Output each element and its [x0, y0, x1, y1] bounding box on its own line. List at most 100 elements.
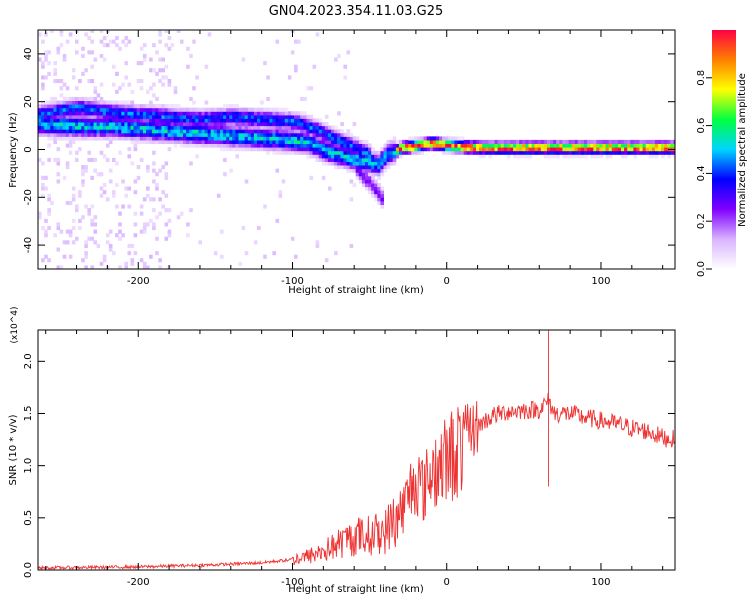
heatmap-cell	[213, 143, 218, 148]
heatmap-cell	[556, 139, 560, 144]
heatmap-cell	[324, 147, 329, 152]
heatmap-cell	[287, 111, 292, 116]
heatmap-cell	[130, 104, 135, 109]
heatmap-cell	[358, 150, 363, 155]
heatmap-cell	[56, 100, 61, 105]
heatmap-cell	[124, 129, 128, 134]
heatmap-cell	[315, 129, 320, 134]
heatmap-cell	[75, 104, 79, 109]
heatmap-cell	[389, 150, 394, 155]
heatmap-cell	[68, 32, 73, 37]
heatmap-cell	[405, 143, 409, 148]
heatmap-cell	[306, 136, 310, 141]
heatmap-cell	[139, 204, 144, 209]
heatmap-cell	[383, 165, 388, 170]
heatmap-cell	[522, 147, 526, 152]
snr-line	[38, 392, 675, 570]
heatmap-cell	[451, 139, 455, 144]
heatmap-cell	[309, 132, 314, 137]
heatmap-cell	[599, 143, 603, 148]
heatmap-cell	[210, 125, 215, 130]
heatmap-cell	[241, 129, 246, 134]
heatmap-cell	[503, 143, 508, 148]
heatmap-cell	[346, 136, 351, 141]
heatmap-cell	[164, 139, 169, 144]
heatmap-cell	[223, 172, 227, 177]
heatmap-cell	[71, 218, 76, 223]
heatmap-cell	[241, 139, 246, 144]
heatmap-cell	[124, 107, 128, 112]
heatmap-cell	[383, 157, 388, 162]
heatmap-cell	[102, 129, 107, 134]
heatmap-cell	[266, 75, 270, 80]
heatmap-cell	[392, 157, 397, 162]
x-tick-label: 0	[444, 577, 450, 588]
heatmap-cell	[346, 147, 351, 152]
heatmap-cell	[395, 143, 400, 148]
heatmap-cell	[580, 150, 585, 155]
heatmap-cell	[352, 150, 357, 155]
heatmap-cell	[112, 111, 116, 116]
heatmap-cell	[118, 86, 122, 91]
heatmap-cell	[78, 132, 82, 137]
heatmap-cell	[47, 143, 51, 148]
heatmap-cell	[152, 118, 156, 123]
heatmap-cell	[593, 147, 597, 152]
heatmap-cell	[192, 139, 196, 144]
heatmap-cell	[466, 150, 471, 155]
heatmap-cell	[331, 125, 335, 130]
heatmap-cell	[294, 147, 298, 152]
heatmap-cell	[352, 136, 357, 141]
heatmap-cell	[62, 129, 67, 134]
heatmap-cell	[284, 107, 289, 112]
heatmap-cell	[53, 100, 57, 105]
heatmap-cell	[220, 147, 224, 152]
heatmap-cell	[621, 154, 625, 159]
heatmap-cell	[102, 36, 107, 41]
heatmap-cell	[90, 50, 94, 55]
heatmap-cell	[312, 136, 317, 141]
heatmap-cell	[108, 247, 113, 252]
heatmap-cell	[152, 150, 156, 155]
heatmap-cell	[312, 154, 317, 159]
heatmap-cell	[596, 139, 600, 144]
heatmap-cell	[380, 172, 384, 177]
heatmap-cell	[238, 261, 243, 266]
heatmap-cell	[207, 136, 212, 141]
heatmap-cell	[130, 122, 135, 127]
heatmap-cell	[198, 118, 202, 123]
heatmap-cell	[71, 104, 76, 109]
heatmap-cell	[593, 139, 597, 144]
heatmap-cell	[550, 154, 554, 159]
heatmap-cell	[146, 139, 150, 144]
heatmap-cell	[167, 147, 172, 152]
heatmap-cell	[377, 190, 381, 195]
heatmap-cell	[167, 136, 172, 141]
heatmap-cell	[161, 57, 165, 62]
heatmap-cell	[445, 147, 449, 152]
heatmap-cell	[59, 118, 64, 123]
heatmap-cell	[186, 111, 190, 116]
heatmap-cell	[580, 147, 585, 152]
heatmap-cell	[235, 107, 239, 112]
heatmap-cell	[44, 122, 48, 127]
heatmap-cell	[112, 100, 116, 105]
heatmap-cell	[65, 96, 70, 101]
heatmap-cell	[522, 150, 526, 155]
heatmap-cell	[238, 122, 243, 127]
heatmap-cell	[93, 136, 98, 141]
heatmap-cell	[442, 139, 446, 144]
heatmap-cell	[149, 218, 153, 223]
heatmap-cell	[318, 143, 323, 148]
heatmap-cell	[62, 240, 67, 245]
heatmap-cell	[223, 107, 227, 112]
heatmap-cell	[355, 161, 360, 166]
heatmap-cell	[71, 197, 76, 202]
heatmap-cell	[38, 118, 42, 123]
heatmap-cell	[158, 114, 162, 119]
heatmap-cell	[562, 150, 566, 155]
heatmap-cell	[559, 139, 563, 144]
heatmap-cell	[102, 125, 107, 130]
heatmap-cell	[510, 139, 514, 144]
